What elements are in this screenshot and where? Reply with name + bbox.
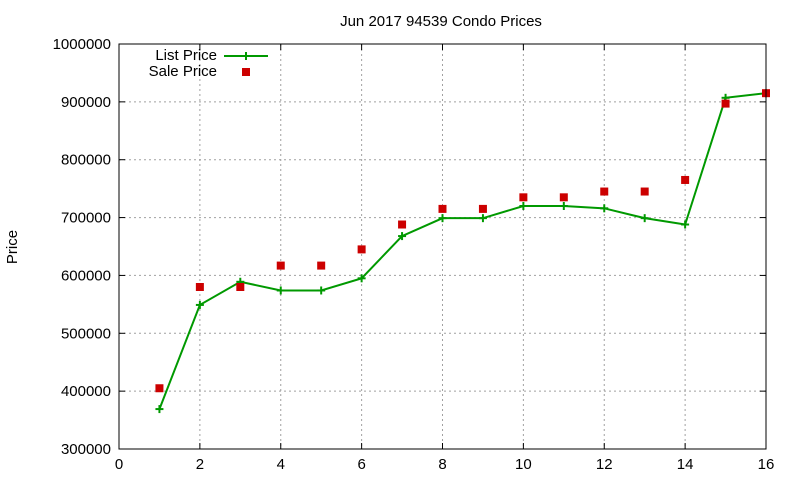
y-axis-label: Price [4,230,21,264]
sale-price-point [317,261,326,270]
chart-title: Jun 2017 94539 Condo Prices [340,13,542,30]
list-price-point [155,405,164,414]
list-price-point [317,286,326,295]
list-price-point [195,300,204,309]
list-price-point [357,274,366,283]
sale-price-point [155,384,164,393]
y-tick-label: 900000 [61,94,111,111]
list-price-point [681,220,690,229]
y-tick-label: 500000 [61,325,111,342]
x-tick-label: 4 [277,456,285,473]
list-price-point [438,214,447,223]
y-tick-label: 300000 [61,441,111,458]
sale-price-point [438,204,447,213]
x-tick-label: 2 [196,456,204,473]
x-tick-label: 0 [115,456,123,473]
plot-area-frame [118,43,767,450]
legend-label-sale-price: Sale Price [149,63,217,80]
sale-price-point [681,175,690,184]
sale-price-point [600,187,609,196]
x-tick-label: 12 [596,456,613,473]
sale-price-point [195,283,204,291]
list-price-point [478,214,487,223]
x-tick-label: 6 [357,456,365,473]
x-tick-label: 8 [438,456,446,473]
y-tick-label: 600000 [61,267,111,284]
y-tick-label: 1000000 [53,36,111,53]
list-price-point [276,286,285,295]
x-tick-label: 14 [677,456,694,473]
list-price-point [600,204,609,213]
y-tick-label: 400000 [61,383,111,400]
y-tick-label: 700000 [61,210,111,227]
x-tick-label: 10 [515,456,532,473]
list-price-point [640,214,649,223]
sale-price-point [519,193,528,202]
legend-label-list-price: List Price [155,47,217,64]
x-tick-label: 16 [758,456,775,473]
sale-price-point [559,193,568,202]
y-tick-label: 800000 [61,152,111,169]
sale-price-point [276,261,285,270]
grid [119,44,766,449]
sale-price-point [478,204,487,213]
sale-price-point [721,99,730,108]
legend-swatches [224,52,268,76]
sale-price-point [236,283,245,291]
list-price-point [519,202,528,210]
list-price-line [158,92,767,410]
series-layer [155,89,770,414]
sale-price-point [357,245,366,254]
legend: List Price Sale Price [149,47,268,80]
legend-swatch-sale-price [242,68,250,76]
sale-price-point [640,187,649,196]
list-price-point [559,202,568,210]
sale-price-point [398,220,407,229]
list-price-point [398,232,407,241]
